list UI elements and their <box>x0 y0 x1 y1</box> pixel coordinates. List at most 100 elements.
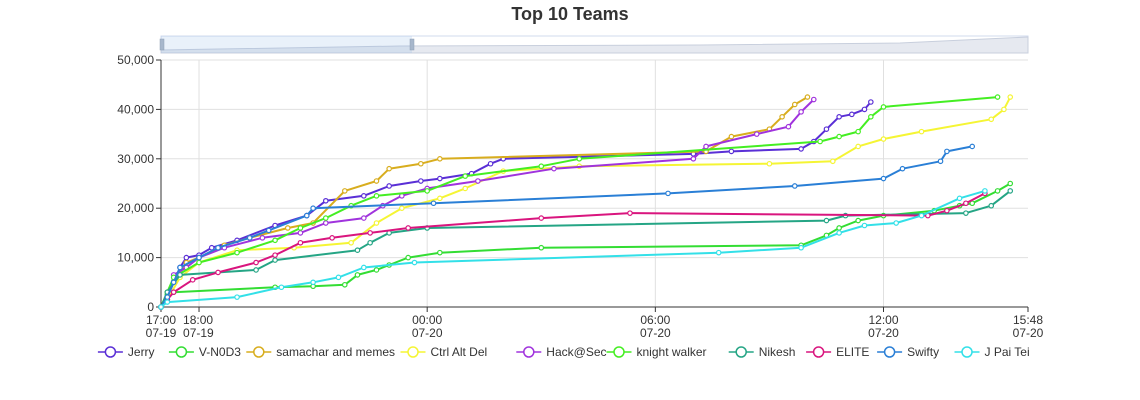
data-point[interactable] <box>715 249 722 256</box>
data-point[interactable] <box>272 257 278 263</box>
data-point[interactable] <box>437 195 443 202</box>
data-point[interactable] <box>880 104 887 110</box>
data-point[interactable] <box>234 249 240 256</box>
data-zoom-right-handle[interactable] <box>409 38 415 51</box>
data-point[interactable] <box>937 158 944 165</box>
data-point[interactable] <box>265 227 272 234</box>
data-point[interactable] <box>310 279 316 286</box>
legend-item[interactable]: Ctrl Alt Del <box>400 345 488 359</box>
data-point[interactable] <box>335 274 342 281</box>
data-point[interactable] <box>164 294 171 300</box>
data-point[interactable] <box>418 178 424 184</box>
data-point[interactable] <box>836 133 842 140</box>
data-point[interactable] <box>437 156 443 162</box>
data-point[interactable] <box>728 133 735 140</box>
legend-item[interactable]: ELITE <box>806 345 869 359</box>
series-j-pai-tei[interactable] <box>158 188 988 310</box>
data-point[interactable] <box>798 109 804 115</box>
series-swifty[interactable] <box>158 143 976 310</box>
series-line[interactable] <box>160 182 1011 308</box>
data-point[interactable] <box>170 279 177 286</box>
data-point[interactable] <box>798 146 804 152</box>
data-point[interactable] <box>405 254 411 261</box>
data-point[interactable] <box>988 116 995 123</box>
data-point[interactable] <box>836 230 842 236</box>
series-line[interactable] <box>160 145 973 308</box>
data-point[interactable] <box>538 163 545 170</box>
data-point[interactable] <box>354 272 361 278</box>
series-elite[interactable] <box>158 190 988 310</box>
data-point[interactable] <box>272 252 278 258</box>
data-point[interactable] <box>918 128 925 135</box>
series-hack-sec[interactable] <box>158 96 817 310</box>
data-point[interactable] <box>798 244 804 251</box>
data-point[interactable] <box>437 175 443 182</box>
series-line[interactable] <box>160 189 986 308</box>
data-point[interactable] <box>861 222 868 229</box>
data-point[interactable] <box>918 212 925 219</box>
data-point[interactable] <box>367 239 373 246</box>
data-point[interactable] <box>956 195 963 202</box>
data-point[interactable] <box>855 128 861 135</box>
series-line[interactable] <box>160 96 998 308</box>
data-point[interactable] <box>373 220 380 226</box>
data-point[interactable] <box>969 143 976 150</box>
series-line[interactable] <box>160 190 1011 308</box>
data-point[interactable] <box>361 264 367 271</box>
data-point[interactable] <box>880 136 887 142</box>
data-point[interactable] <box>418 160 424 167</box>
data-point[interactable] <box>1007 180 1014 187</box>
data-zoom-slider[interactable] <box>159 35 1029 54</box>
data-point[interactable] <box>303 212 310 219</box>
data-point[interactable] <box>988 202 995 209</box>
data-point[interactable] <box>823 126 830 132</box>
legend-item[interactable]: knight walker <box>606 345 707 359</box>
data-point[interactable] <box>322 197 329 204</box>
data-point[interactable] <box>177 264 183 271</box>
data-point[interactable] <box>791 101 798 108</box>
data-point[interactable] <box>829 158 836 165</box>
data-point[interactable] <box>753 131 760 137</box>
data-point[interactable] <box>994 94 1001 100</box>
data-zoom-selected-range[interactable] <box>161 36 412 53</box>
data-point[interactable] <box>196 254 202 261</box>
data-point[interactable] <box>963 210 969 216</box>
data-point[interactable] <box>234 294 240 300</box>
data-point[interactable] <box>411 259 418 266</box>
data-point[interactable] <box>804 94 811 100</box>
data-point[interactable] <box>215 269 221 276</box>
data-point[interactable] <box>386 165 392 172</box>
data-point[interactable] <box>361 193 367 199</box>
data-point[interactable] <box>386 183 392 189</box>
data-point[interactable] <box>424 188 430 194</box>
data-point[interactable] <box>284 225 291 231</box>
data-point[interactable] <box>329 235 335 241</box>
data-point[interactable] <box>855 217 861 224</box>
data-point[interactable] <box>855 143 861 150</box>
data-point[interactable] <box>475 178 481 184</box>
data-point[interactable] <box>297 225 304 231</box>
data-point[interactable] <box>817 138 823 145</box>
data-point[interactable] <box>893 220 899 226</box>
data-point[interactable] <box>405 225 411 231</box>
data-point[interactable] <box>462 173 469 179</box>
data-point[interactable] <box>766 160 773 167</box>
data-point[interactable] <box>183 254 190 261</box>
data-point[interactable] <box>297 239 304 246</box>
data-point[interactable] <box>322 220 329 226</box>
series-v-n0d3[interactable] <box>158 180 1014 310</box>
series-jerry[interactable] <box>158 99 874 310</box>
legend-item[interactable]: J Pai Tei <box>954 345 1030 359</box>
data-point[interactable] <box>253 267 259 273</box>
data-zoom-left-handle[interactable] <box>159 38 165 51</box>
data-point[interactable] <box>963 200 969 207</box>
data-point[interactable] <box>823 217 830 224</box>
data-point[interactable] <box>310 205 316 212</box>
series-line[interactable] <box>160 96 1012 308</box>
data-point[interactable] <box>791 183 798 189</box>
data-point[interactable] <box>215 244 221 251</box>
legend-item[interactable]: Hack@Sec <box>516 345 607 359</box>
data-point[interactable] <box>341 281 348 288</box>
data-point[interactable] <box>880 175 887 182</box>
data-point[interactable] <box>1007 94 1014 100</box>
